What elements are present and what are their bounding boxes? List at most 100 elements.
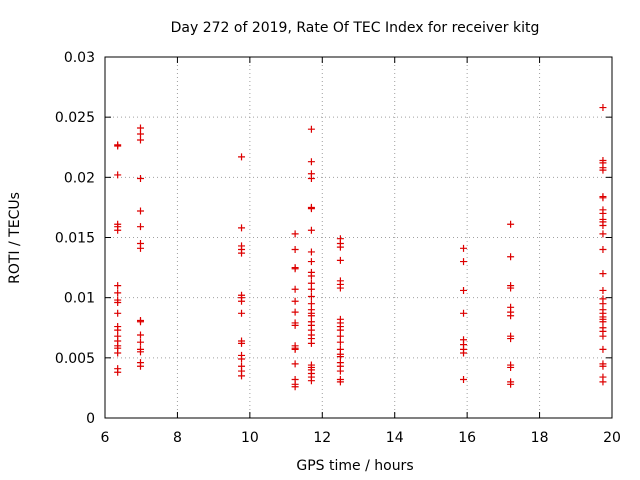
x-tick-label: 10 xyxy=(241,430,259,446)
data-point xyxy=(599,286,607,294)
data-point xyxy=(507,312,515,320)
data-point xyxy=(238,249,246,257)
data-point xyxy=(307,312,315,320)
y-tick-label: 0 xyxy=(86,411,95,427)
data-point xyxy=(238,309,246,317)
data-point xyxy=(114,226,122,234)
y-tick-label: 0.015 xyxy=(55,231,95,247)
y-tick-label: 0.025 xyxy=(55,110,95,126)
data-point xyxy=(307,279,315,287)
y-tick-label: 0.03 xyxy=(64,50,95,66)
y-tick-labels: 0 0.005 0.01 0.015 0.02 0.025 0.03 xyxy=(55,50,95,427)
data-point xyxy=(599,209,607,217)
data-point xyxy=(599,230,607,238)
data-point xyxy=(307,248,315,256)
data-point xyxy=(136,130,144,138)
data-point xyxy=(238,372,246,380)
data-points xyxy=(114,104,607,391)
data-point xyxy=(291,308,299,316)
data-point xyxy=(336,256,344,264)
data-point xyxy=(114,368,122,376)
data-point xyxy=(336,367,344,375)
data-point xyxy=(336,378,344,386)
x-tick-label: 6 xyxy=(101,430,110,446)
data-point xyxy=(599,332,607,340)
data-point xyxy=(136,331,144,339)
data-point xyxy=(238,297,246,305)
data-point xyxy=(507,253,515,261)
y-tick-label: 0.02 xyxy=(64,170,95,186)
data-point xyxy=(136,175,144,183)
data-point xyxy=(238,339,246,347)
data-point xyxy=(507,220,515,228)
data-point xyxy=(114,282,122,290)
data-point xyxy=(114,142,122,150)
data-point xyxy=(114,326,122,334)
x-tick-label: 20 xyxy=(603,430,621,446)
data-point xyxy=(136,362,144,370)
data-point xyxy=(599,194,607,202)
x-tick-label: 16 xyxy=(458,430,476,446)
data-point xyxy=(136,223,144,231)
plot-frame xyxy=(104,56,613,419)
data-point xyxy=(460,244,468,252)
data-point xyxy=(336,353,344,361)
data-point xyxy=(307,272,315,280)
chart-title: Day 272 of 2019, Rate Of TEC Index for r… xyxy=(171,20,540,36)
data-point xyxy=(291,265,299,273)
data-point xyxy=(291,360,299,368)
data-point xyxy=(291,285,299,293)
data-point xyxy=(307,205,315,213)
data-point xyxy=(599,378,607,386)
grid-lines xyxy=(105,57,612,418)
data-point xyxy=(460,375,468,383)
data-point xyxy=(307,292,315,300)
data-point xyxy=(136,318,144,326)
x-tick-label: 18 xyxy=(531,430,549,446)
x-axis-label: GPS time / hours xyxy=(296,458,413,474)
data-point xyxy=(307,300,315,308)
data-point xyxy=(336,243,344,251)
data-point xyxy=(114,309,122,317)
data-point xyxy=(114,298,122,306)
data-point xyxy=(599,362,607,370)
data-point xyxy=(599,318,607,326)
data-point xyxy=(114,289,122,297)
x-tick-label: 14 xyxy=(386,430,404,446)
data-point xyxy=(599,300,607,308)
data-point xyxy=(336,284,344,292)
data-point xyxy=(507,284,515,292)
data-point xyxy=(599,246,607,254)
data-point xyxy=(507,335,515,343)
data-point xyxy=(238,224,246,232)
data-point xyxy=(291,297,299,305)
x-tick-label: 12 xyxy=(313,430,331,446)
data-point xyxy=(114,171,122,179)
data-point xyxy=(599,166,607,174)
data-point xyxy=(291,345,299,353)
data-point xyxy=(460,309,468,317)
y-tick-label: 0.005 xyxy=(55,351,95,367)
data-point xyxy=(136,124,144,132)
data-point xyxy=(136,207,144,215)
data-point xyxy=(599,270,607,278)
data-point xyxy=(507,380,515,388)
data-point xyxy=(599,345,607,353)
data-point xyxy=(307,226,315,234)
data-point xyxy=(291,321,299,329)
data-point xyxy=(460,258,468,266)
data-point xyxy=(460,286,468,294)
data-point xyxy=(136,136,144,144)
data-point xyxy=(599,221,607,229)
data-point xyxy=(307,377,315,385)
data-point xyxy=(336,338,344,346)
data-point xyxy=(136,348,144,356)
data-point xyxy=(307,175,315,183)
data-point xyxy=(114,349,122,357)
data-point xyxy=(238,153,246,161)
data-point xyxy=(238,355,246,363)
y-tick-label: 0.01 xyxy=(64,291,95,307)
data-point xyxy=(307,285,315,293)
data-point xyxy=(136,338,144,346)
